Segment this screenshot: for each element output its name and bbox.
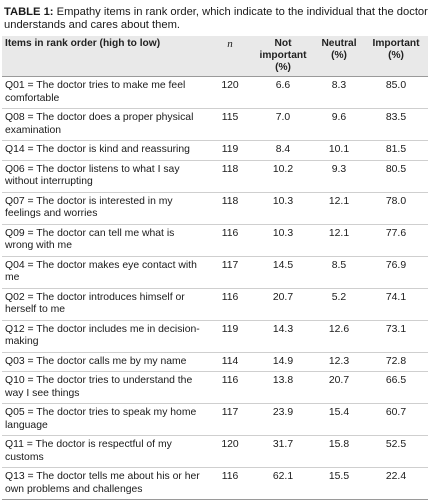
header-items: Items in rank order (high to low): [5, 38, 161, 49]
cell-important: 76.9: [364, 255, 428, 288]
cell-n: 117: [208, 403, 252, 436]
cell-item: Q01 = The doctor tries to make me feel c…: [2, 76, 208, 109]
header-not-important: Not important (%): [259, 38, 307, 73]
table-row: Q11 = The doctor is respectful of my cus…: [2, 435, 428, 468]
table-row: Q08 = The doctor does a proper physical …: [2, 108, 428, 141]
cell-neutral: 15.4: [314, 403, 364, 436]
cell-n: 116: [208, 371, 252, 404]
cell-important: 22.4: [364, 467, 428, 500]
cell-not-important: 8.4: [252, 140, 314, 160]
cell-n: 116: [208, 467, 252, 500]
cell-item: Q09 = The doctor can tell me what is wro…: [2, 223, 208, 256]
cell-important: 77.6: [364, 223, 428, 256]
cell-n: 118: [208, 159, 252, 192]
table-row: Q05 = The doctor tries to speak my home …: [2, 403, 428, 436]
cell-n: 120: [208, 435, 252, 468]
cell-n: 115: [208, 108, 252, 141]
cell-not-important: 10.3: [252, 191, 314, 224]
cell-item: Q06 = The doctor listens to what I say w…: [2, 159, 208, 192]
table-row: Q13 = The doctor tells me about his or h…: [2, 467, 428, 500]
header-neutral: Neutral (%): [321, 38, 357, 61]
cell-not-important: 13.8: [252, 371, 314, 404]
table-row: Q06 = The doctor listens to what I say w…: [2, 159, 428, 192]
cell-not-important: 10.2: [252, 159, 314, 192]
table-row: Q07 = The doctor is interested in my fee…: [2, 191, 428, 224]
cell-neutral: 8.3: [314, 76, 364, 109]
table-row: Q03 = The doctor calls me by my name 114 1…: [2, 351, 428, 372]
cell-not-important: 23.9: [252, 403, 314, 436]
table-caption: TABLE 1: Empathy items in rank order, wh…: [4, 6, 428, 32]
empathy-table: Items in rank order (high to low) n Not …: [2, 36, 428, 500]
cell-item: Q05 = The doctor tries to speak my home …: [2, 403, 208, 436]
cell-n: 116: [208, 223, 252, 256]
table-header-row: Items in rank order (high to low) n Not …: [2, 36, 428, 77]
cell-n: 116: [208, 287, 252, 320]
cell-n: 114: [208, 351, 252, 372]
cell-neutral: 12.1: [314, 223, 364, 256]
caption-text: Empathy items in rank order, which indic…: [4, 6, 428, 31]
cell-neutral: 8.5: [314, 255, 364, 288]
cell-important: 52.5: [364, 435, 428, 468]
cell-not-important: 7.0: [252, 108, 314, 141]
cell-item: Q11 = The doctor is respectful of my cus…: [2, 435, 208, 468]
cell-n: 120: [208, 76, 252, 109]
cell-not-important: 6.6: [252, 76, 314, 109]
cell-n: 118: [208, 191, 252, 224]
cell-neutral: 15.8: [314, 435, 364, 468]
cell-neutral: 12.6: [314, 319, 364, 352]
cell-n: 119: [208, 319, 252, 352]
cell-not-important: 14.5: [252, 255, 314, 288]
cell-important: 83.5: [364, 108, 428, 141]
cell-important: 73.1: [364, 319, 428, 352]
table-row: Q12 = The doctor includes me in decision…: [2, 319, 428, 352]
cell-important: 78.0: [364, 191, 428, 224]
cell-important: 72.8: [364, 351, 428, 372]
cell-not-important: 14.3: [252, 319, 314, 352]
table-row: Q01 = The doctor tries to make me feel c…: [2, 76, 428, 109]
cell-not-important: 31.7: [252, 435, 314, 468]
cell-item: Q04 = The doctor makes eye contact with …: [2, 255, 208, 288]
cell-important: 66.5: [364, 371, 428, 404]
cell-item: Q14 = The doctor is kind and reassuring: [2, 140, 208, 160]
table-body: Q01 = The doctor tries to make me feel c…: [2, 76, 428, 500]
table-row: Q04 = The doctor makes eye contact with …: [2, 255, 428, 288]
cell-item: Q03 = The doctor calls me by my name: [2, 351, 208, 372]
cell-not-important: 20.7: [252, 287, 314, 320]
header-n: n: [227, 38, 233, 50]
cell-neutral: 20.7: [314, 371, 364, 404]
table-row: Q14 = The doctor is kind and reassuring 1…: [2, 140, 428, 160]
cell-n: 117: [208, 255, 252, 288]
cell-important: 74.1: [364, 287, 428, 320]
cell-not-important: 14.9: [252, 351, 314, 372]
cell-item: Q12 = The doctor includes me in decision…: [2, 319, 208, 352]
cell-item: Q08 = The doctor does a proper physical …: [2, 108, 208, 141]
header-important: Important (%): [372, 38, 420, 61]
cell-neutral: 15.5: [314, 467, 364, 500]
cell-important: 60.7: [364, 403, 428, 436]
cell-item: Q13 = The doctor tells me about his or h…: [2, 467, 208, 500]
cell-neutral: 5.2: [314, 287, 364, 320]
cell-item: Q07 = The doctor is interested in my fee…: [2, 191, 208, 224]
table-row: Q09 = The doctor can tell me what is wro…: [2, 223, 428, 256]
cell-important: 80.5: [364, 159, 428, 192]
table-row: Q10 = The doctor tries to understand the…: [2, 371, 428, 404]
cell-neutral: 12.1: [314, 191, 364, 224]
cell-important: 85.0: [364, 76, 428, 109]
cell-neutral: 12.3: [314, 351, 364, 372]
table-row: Q02 = The doctor introduces himself or h…: [2, 287, 428, 320]
cell-not-important: 62.1: [252, 467, 314, 500]
cell-n: 119: [208, 140, 252, 160]
cell-item: Q10 = The doctor tries to understand the…: [2, 371, 208, 404]
cell-neutral: 10.1: [314, 140, 364, 160]
cell-neutral: 9.3: [314, 159, 364, 192]
cell-not-important: 10.3: [252, 223, 314, 256]
cell-item: Q02 = The doctor introduces himself or h…: [2, 287, 208, 320]
cell-important: 81.5: [364, 140, 428, 160]
cell-neutral: 9.6: [314, 108, 364, 141]
caption-label: TABLE 1:: [4, 6, 54, 18]
